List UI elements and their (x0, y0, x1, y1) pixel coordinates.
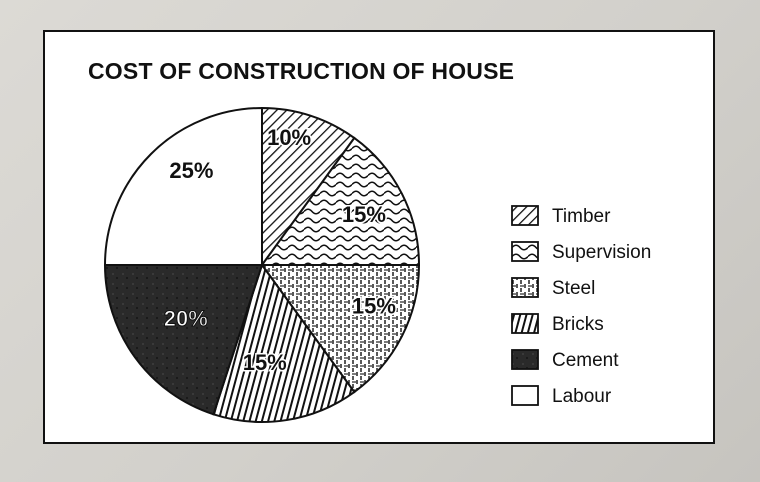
legend-swatch-steel (511, 277, 539, 298)
legend-label-supervision: Supervision (552, 242, 651, 263)
legend-label-bricks: Bricks (552, 314, 604, 335)
legend-label-timber: Timber (552, 206, 611, 227)
chart-title: COST OF CONSTRUCTION OF HOUSE (88, 58, 515, 84)
legend-label-cement: Cement (552, 350, 619, 371)
slice-timber (261, 106, 356, 269)
legend-swatch-supervision (511, 241, 539, 262)
slice-label-timber: 10% (267, 125, 311, 150)
slice-label-labour: 25% (169, 158, 213, 183)
legend-swatch-bricks (511, 313, 539, 334)
slice-supervision (260, 136, 421, 266)
slice-label-steel: 15% (352, 294, 396, 319)
slice-label-cement: 20% (164, 306, 208, 331)
legend-swatch-cement (511, 349, 539, 370)
slice-steel (260, 264, 421, 394)
slice-bricks (212, 262, 356, 423)
legend-label-steel: Steel (552, 278, 595, 299)
slice-label-supervision: 15% (342, 202, 386, 227)
slice-labour (103, 106, 263, 266)
legend-swatch-labour (511, 385, 539, 406)
slice-label-bricks: 15% (243, 350, 287, 375)
legend-label-labour: Labour (552, 386, 612, 407)
slice-cement (103, 264, 264, 416)
legend-swatch-timber (511, 205, 539, 226)
